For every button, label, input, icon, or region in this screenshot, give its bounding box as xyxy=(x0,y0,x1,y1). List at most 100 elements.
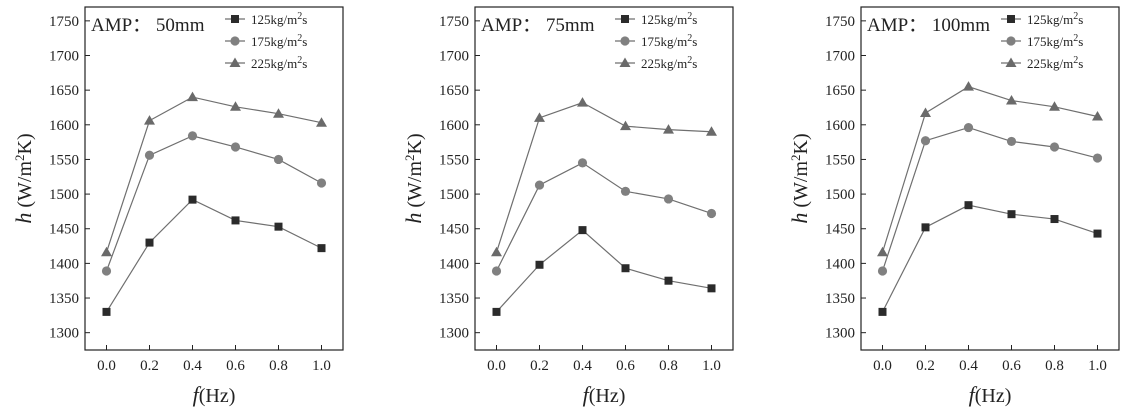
y-tick-label: 1400 xyxy=(439,256,469,272)
x-tick-label: 0.4 xyxy=(573,358,592,374)
legend-marker-triangle xyxy=(619,57,631,67)
legend-label: 175kg/m2s xyxy=(251,33,307,50)
legend-item: 175kg/m2s xyxy=(225,33,307,50)
x-tick-label: 0.4 xyxy=(183,358,202,374)
y-tick-label: 1600 xyxy=(49,118,79,134)
y-tick-label: 1350 xyxy=(439,291,469,307)
data-point-circle xyxy=(1006,136,1017,147)
y-tick-label: 1500 xyxy=(825,187,855,203)
data-point-square xyxy=(707,284,716,293)
data-point-square xyxy=(1093,229,1102,238)
data-point-square xyxy=(921,223,930,232)
y-tick-label: 1650 xyxy=(49,83,79,99)
data-point-triangle xyxy=(577,97,588,107)
data-point-circle xyxy=(663,194,674,204)
data-point-triangle xyxy=(491,246,502,257)
data-point-triangle xyxy=(187,91,198,102)
legend-label: 175kg/m2s xyxy=(641,33,697,50)
y-tick-label: 1500 xyxy=(439,187,469,203)
y-tick-label: 1400 xyxy=(49,256,79,272)
plot-frame xyxy=(84,6,344,351)
x-axis-title: f(Hz) xyxy=(583,382,626,407)
data-point-triangle xyxy=(663,124,674,134)
y-tick-label: 1750 xyxy=(49,14,79,30)
data-point-circle xyxy=(877,266,888,276)
data-point-square xyxy=(231,216,240,225)
y-tick-label: 1650 xyxy=(825,83,855,99)
legend-item: 225kg/m2s xyxy=(225,55,307,71)
legend-item: 175kg/m2s xyxy=(615,33,697,50)
x-tick-label: 0.0 xyxy=(97,358,116,374)
series-line-square xyxy=(881,204,1098,313)
data-point-triangle xyxy=(1049,101,1060,111)
data-point-circle xyxy=(577,158,588,168)
x-tick-label: 0.6 xyxy=(226,358,245,374)
y-tick-label: 1500 xyxy=(49,187,79,203)
y-tick-label: 1350 xyxy=(825,291,855,307)
data-point-circle xyxy=(144,150,155,160)
y-tick-label: 1550 xyxy=(49,152,79,168)
data-point-circle xyxy=(1092,153,1103,163)
y-tick-label: 1300 xyxy=(825,326,855,342)
y-tick-label: 1300 xyxy=(49,326,79,342)
data-point-triangle xyxy=(316,117,327,127)
x-tick-label: 0.8 xyxy=(269,358,288,374)
series-line-triangle xyxy=(105,96,322,253)
legend-label: 125kg/m2s xyxy=(251,11,307,28)
data-point-triangle xyxy=(706,126,717,136)
y-tick-label: 1350 xyxy=(49,291,79,307)
data-point-square xyxy=(664,276,673,285)
legend-marker-circle xyxy=(620,36,630,46)
plot-frame xyxy=(474,6,734,351)
y-tick-label: 1700 xyxy=(49,49,79,65)
panel-title: AMP： 75mm xyxy=(481,15,595,36)
y-tick-label: 1450 xyxy=(825,222,855,238)
data-point-circle xyxy=(101,266,112,276)
panel-title: AMP： 50mm xyxy=(91,15,205,36)
x-tick-label: 0.0 xyxy=(873,358,892,374)
data-point-square xyxy=(145,238,154,247)
y-tick-label: 1650 xyxy=(439,83,469,99)
y-axis-title: h (W/m2K) xyxy=(401,133,426,223)
data-point-circle xyxy=(316,178,327,188)
x-tick-label: 0.4 xyxy=(959,358,978,374)
legend: 125kg/m2s 175kg/m2s 225kg/m2s xyxy=(225,11,307,71)
legend-item: 225kg/m2s xyxy=(615,55,697,71)
legend-label: 125kg/m2s xyxy=(641,11,697,28)
x-tick-label: 0.8 xyxy=(1045,358,1064,374)
data-point-triangle xyxy=(534,112,545,122)
plot-frame xyxy=(860,6,1120,351)
x-tick-label: 1.0 xyxy=(312,358,331,374)
legend-marker-triangle xyxy=(1005,57,1017,67)
y-tick-label: 1450 xyxy=(439,222,469,238)
data-point-circle xyxy=(706,208,717,219)
legend-marker-square xyxy=(1007,15,1015,23)
data-point-triangle xyxy=(230,101,241,111)
legend-item: 175kg/m2s xyxy=(1001,33,1083,49)
data-point-triangle xyxy=(273,108,284,118)
y-tick-label: 1600 xyxy=(439,118,469,134)
data-point-square xyxy=(102,307,111,316)
series-line-square xyxy=(496,229,712,313)
legend-item: 225kg/m2s xyxy=(1001,55,1083,71)
data-point-circle xyxy=(187,131,198,141)
legend: 125kg/m2s 175kg/m2s 225kg/m2s xyxy=(1001,11,1083,71)
data-point-circle xyxy=(534,180,545,190)
data-point-triangle xyxy=(1092,110,1103,121)
x-tick-label: 0.2 xyxy=(916,358,935,374)
y-tick-label: 1400 xyxy=(825,256,855,272)
chart-panel-1: 1300 1350 1400 1450 1500 1550 1600 1650 1700 1750… xyxy=(11,6,344,407)
series-line-square xyxy=(105,198,322,313)
chart-panel-2: 1300 1350 1400 1450 1500 1550 1600 1650 1700 1750… xyxy=(401,6,734,407)
y-tick-label: 1700 xyxy=(825,49,855,65)
legend-item: 125kg/m2s xyxy=(225,11,307,28)
data-point-triangle xyxy=(620,120,631,131)
chart-panel-3: 1300 1350 1400 1450 1500 1550 1600 1650 1700 1750… xyxy=(787,6,1120,407)
y-axis-title: h (W/m2K) xyxy=(787,133,812,223)
data-point-square xyxy=(964,201,973,210)
data-point-circle xyxy=(963,122,974,133)
data-point-triangle xyxy=(877,246,888,257)
y-axis-title: h (W/m2K) xyxy=(11,133,36,223)
data-point-square xyxy=(492,307,501,316)
